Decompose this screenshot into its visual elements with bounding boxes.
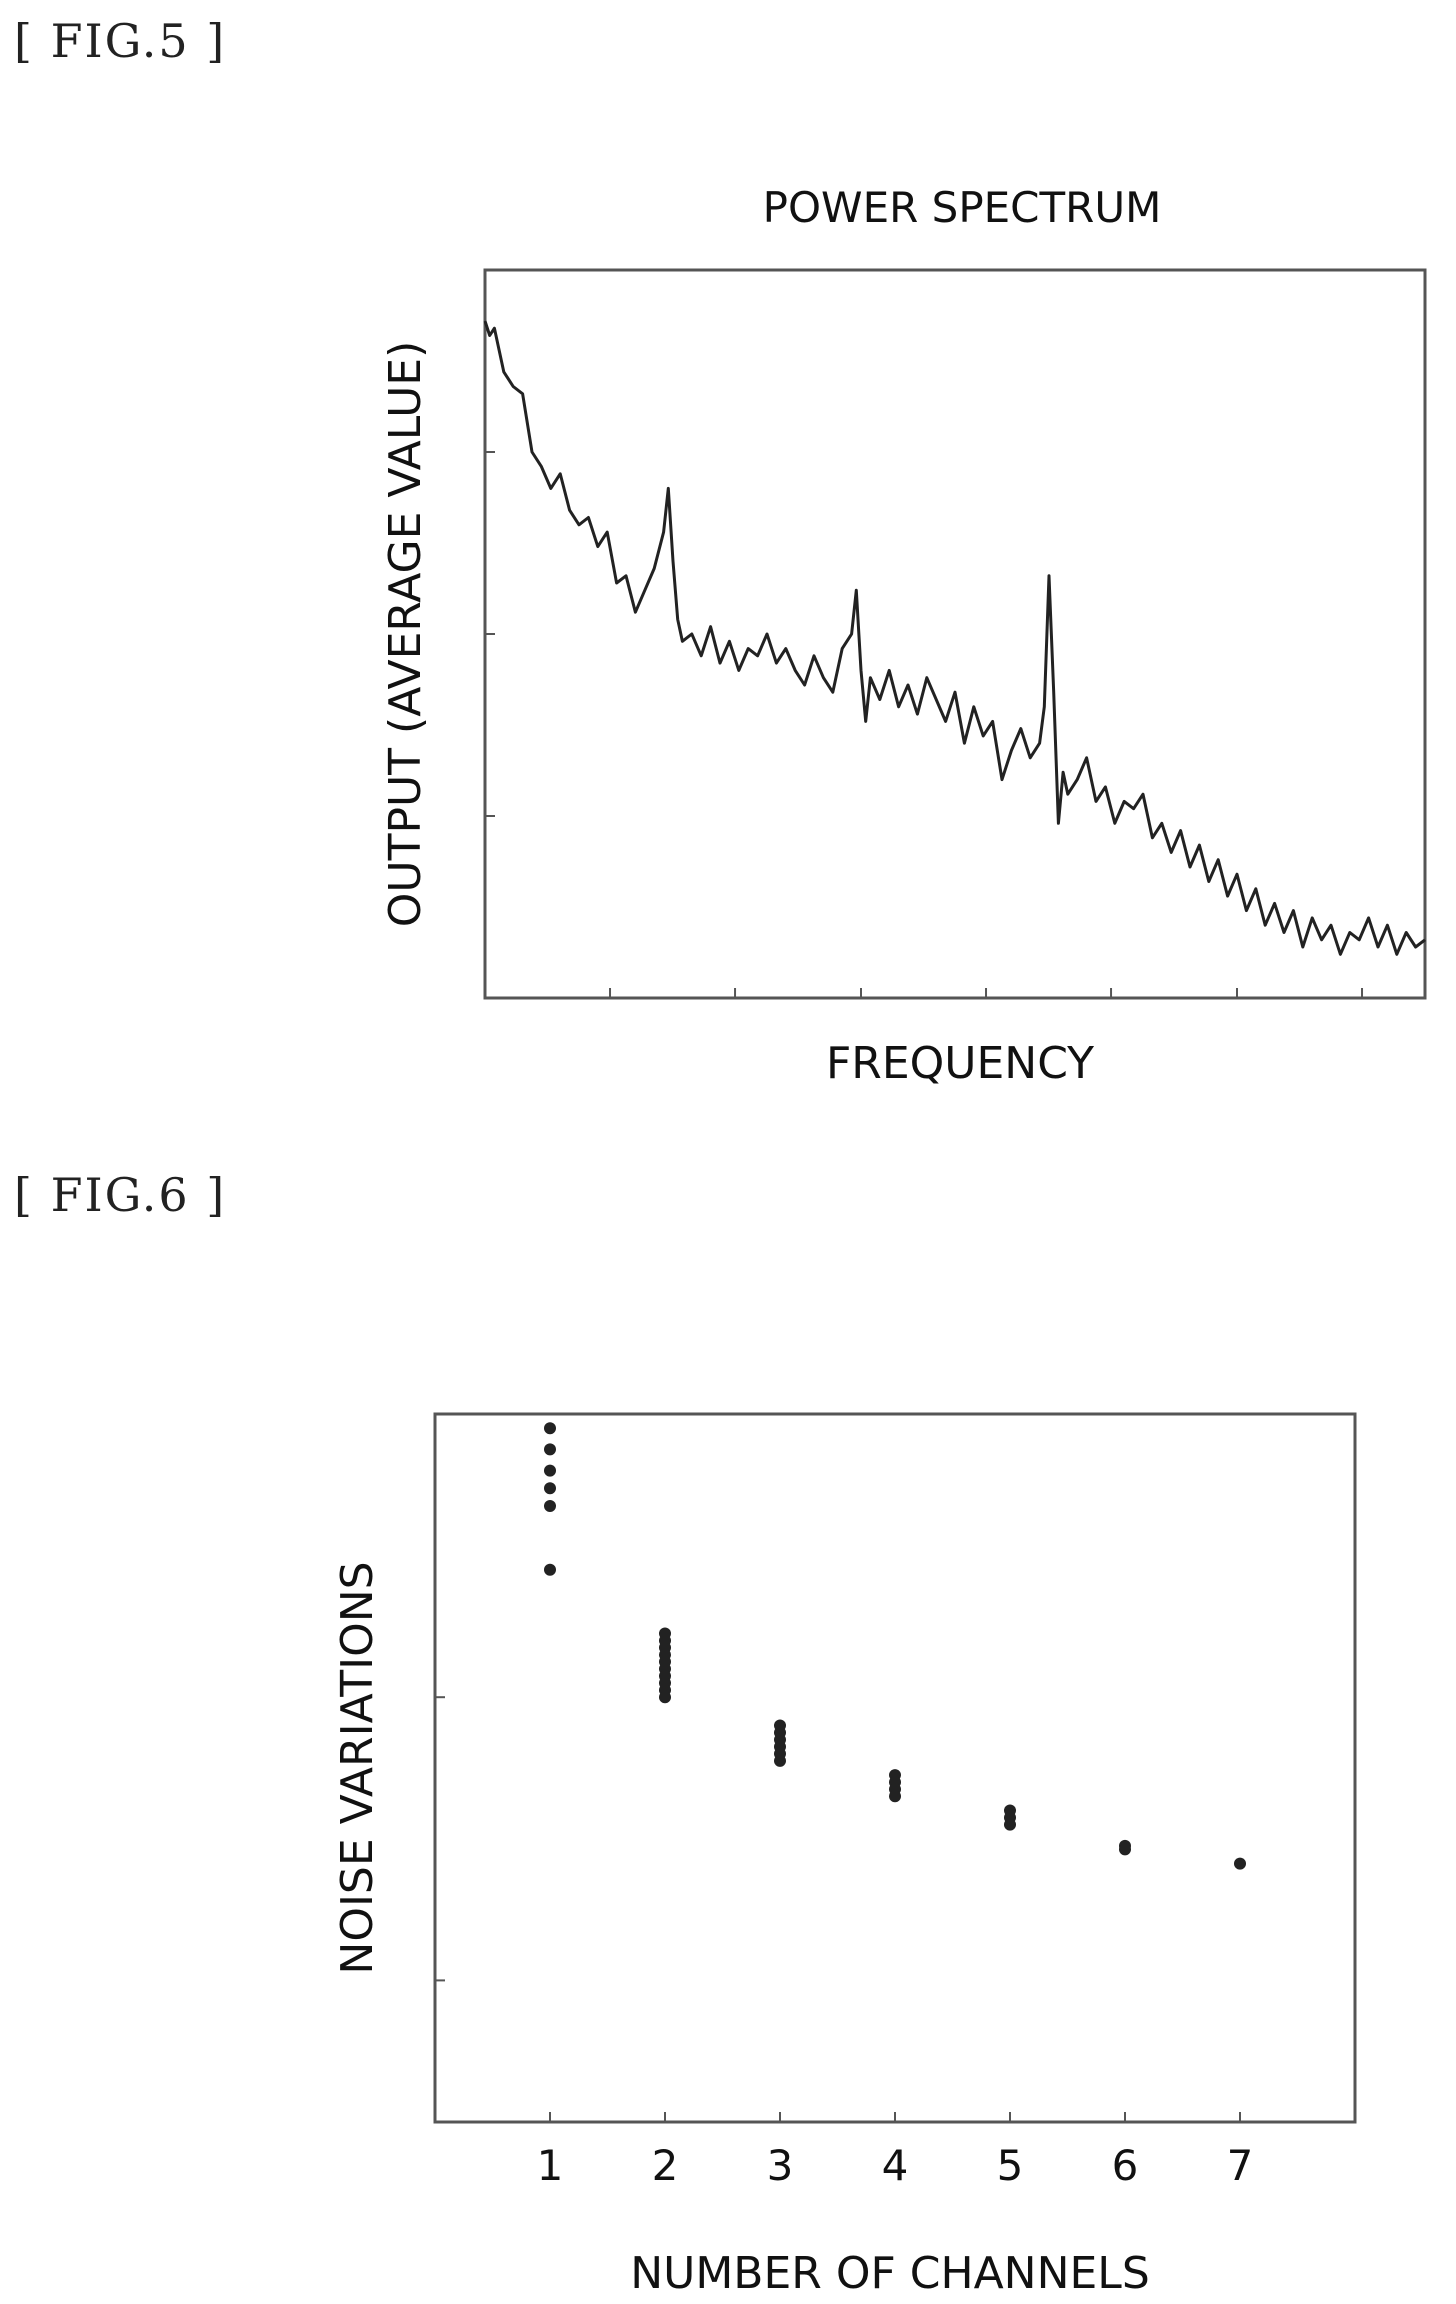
- power-spectrum-chart: POWER SPECTRUM FREQUENCY OUTPUT (AVERAGE…: [380, 183, 1427, 1089]
- scatter-point: [774, 1754, 786, 1767]
- scatter-point: [1234, 1857, 1246, 1870]
- x-tick-label: 6: [1112, 2141, 1139, 2190]
- axis-ticks: [435, 1696, 1241, 2122]
- scatter-point: [544, 1500, 556, 1512]
- y-axis-label: OUTPUT (AVERAGE VALUE): [380, 341, 431, 928]
- x-tick-label: 7: [1227, 2141, 1254, 2190]
- x-axis-label: FREQUENCY: [826, 1038, 1094, 1089]
- scatter-point: [544, 1482, 556, 1495]
- scatter-point: [1004, 1818, 1016, 1831]
- x-tick-label: 2: [652, 2141, 679, 2190]
- scatter-point: [544, 1422, 556, 1435]
- x-axis-label: NUMBER OF CHANNELS: [630, 2248, 1150, 2299]
- x-tick-label: 5: [997, 2141, 1024, 2190]
- y-axis-label: NOISE VARIATIONS: [332, 1561, 383, 1974]
- scatter-points: [544, 1422, 1246, 1870]
- spectrum-series-line: [483, 320, 1426, 956]
- scatter-point: [659, 1691, 671, 1704]
- scatter-point: [544, 1464, 556, 1477]
- x-tick-label: 1: [537, 2141, 564, 2190]
- plot-frame: [433, 1412, 1357, 2124]
- scatter-point: [889, 1790, 901, 1803]
- scatter-point: [544, 1563, 556, 1576]
- chart-title: POWER SPECTRUM: [763, 183, 1162, 232]
- fig5-label: [ FIG.5 ]: [14, 14, 227, 68]
- x-tick-labels: 1 2 3 4 5 6 7: [537, 2141, 1254, 2190]
- x-tick-label: 4: [882, 2141, 909, 2190]
- axis-ticks: [485, 451, 1364, 998]
- scatter-point: [1119, 1843, 1131, 1856]
- fig6-label: [ FIG.6 ]: [14, 1168, 227, 1222]
- noise-variations-chart: 1 2 3 4 5 6 7 NUMBER OF CHANNELS NOISE VARIATI…: [332, 1412, 1357, 2299]
- scatter-point: [544, 1443, 556, 1456]
- plot-frame: [483, 268, 1427, 1000]
- x-tick-label: 3: [767, 2141, 794, 2190]
